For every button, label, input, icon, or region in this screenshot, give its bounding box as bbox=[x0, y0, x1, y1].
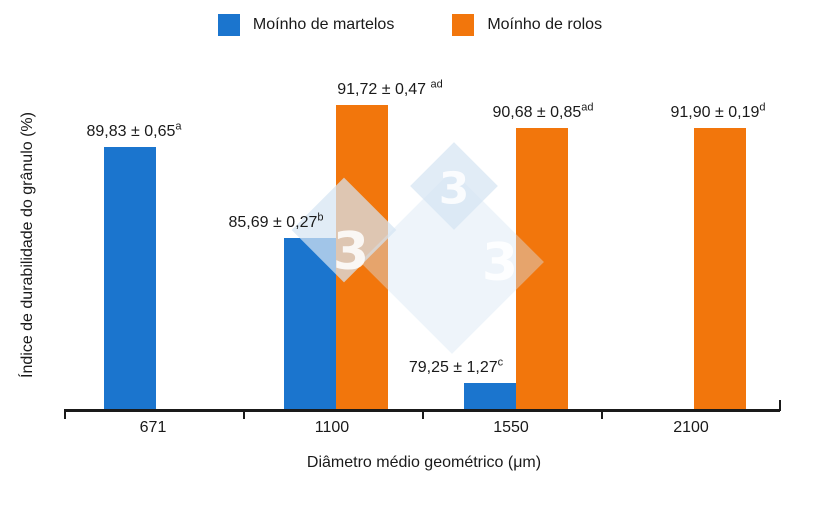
legend-swatch-blue bbox=[217, 14, 240, 36]
x-axis-tick bbox=[601, 411, 603, 419]
bar-value-label: 79,25 ± 1,27c bbox=[408, 356, 504, 376]
bar-martelos-671 bbox=[104, 147, 156, 410]
x-tick-label: 2100 bbox=[673, 419, 709, 436]
bar-value-label: 89,83 ± 0,65a bbox=[86, 120, 182, 140]
bar-value-label: 90,68 ± 0,85ad bbox=[492, 101, 594, 121]
y-axis-title: Índice de durabilidade do grânulo (%) bbox=[19, 112, 36, 378]
x-axis-tick bbox=[422, 411, 424, 419]
bar-value-label: 85,69 ± 0,27b bbox=[228, 211, 324, 231]
bar-martelos-1100 bbox=[284, 238, 336, 410]
legend-swatch-orange bbox=[452, 14, 475, 36]
bar-rolos-1550 bbox=[516, 128, 568, 410]
x-tick-label: 671 bbox=[139, 419, 167, 436]
x-tick-label: 1550 bbox=[493, 419, 529, 436]
bar-value-label: 91,72 ± 0,47 ad bbox=[337, 78, 443, 98]
x-axis-tick bbox=[779, 400, 781, 411]
x-axis-tick bbox=[64, 411, 66, 419]
bar-martelos-1550 bbox=[464, 383, 516, 410]
bar-rolos-1100 bbox=[336, 105, 388, 410]
bar-value-label: 91,90 ± 0,19d bbox=[670, 101, 766, 121]
watermark-3-bottom: 3 bbox=[481, 233, 519, 293]
x-axis-line bbox=[64, 409, 780, 412]
watermark-diamond-top bbox=[410, 142, 498, 230]
x-tick-label: 1100 bbox=[314, 419, 350, 436]
legend: Moínho de martelos Moínho de rolos bbox=[0, 14, 820, 36]
x-axis-title: Diâmetro médio geométrico (μm) bbox=[306, 454, 542, 471]
legend-item-rolos: Moínho de rolos bbox=[452, 14, 602, 36]
legend-item-martelos: Moínho de martelos bbox=[217, 14, 395, 36]
bar-rolos-2100 bbox=[694, 128, 746, 410]
legend-label-rolos: Moínho de rolos bbox=[487, 16, 603, 33]
x-axis-tick bbox=[243, 411, 245, 419]
legend-label-martelos: Moínho de martelos bbox=[252, 16, 395, 33]
watermark-3-top: 3 bbox=[438, 163, 470, 215]
